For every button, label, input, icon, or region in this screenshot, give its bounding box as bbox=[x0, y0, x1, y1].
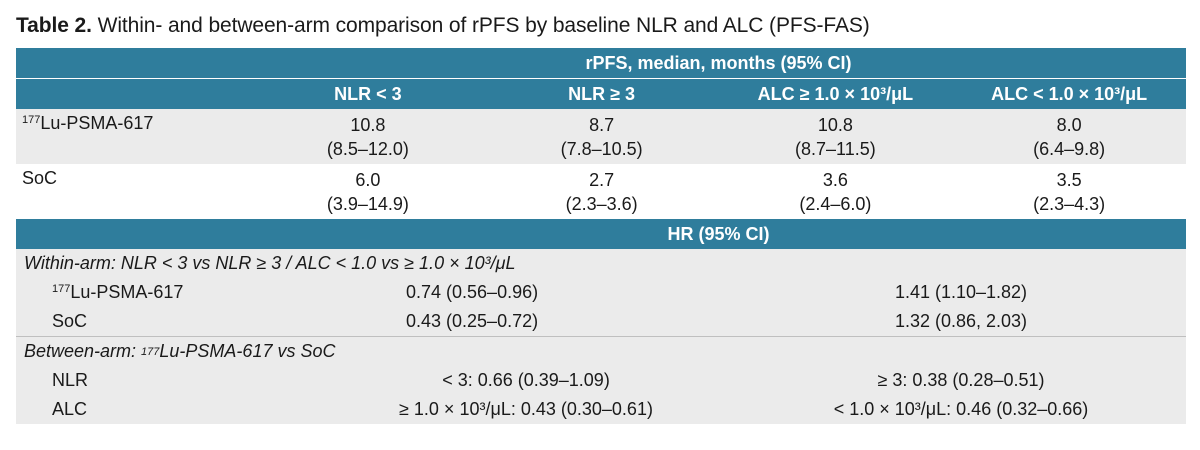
between-arm-section: Between-arm: 177 Lu-PSMA-617 vs SoC NLR <… bbox=[16, 336, 1186, 424]
row-label-soc: SoC bbox=[16, 311, 406, 332]
within-alc-hr: 1.41 (1.10–1.82) bbox=[894, 282, 1028, 302]
median-value: 2.7 bbox=[589, 170, 615, 190]
arm-label: Lu-PSMA-617 bbox=[70, 282, 184, 302]
ci-value: (2.4–6.0) bbox=[799, 194, 872, 214]
hr-group-header-row: HR (95% CI) bbox=[16, 219, 1186, 249]
column-header-alc-lt1: ALC < 1.0 × 10³/μL bbox=[991, 83, 1148, 104]
table-cell: 2.7 (2.3–3.6) bbox=[485, 168, 719, 216]
column-header-nlr-lt3: NLR < 3 bbox=[334, 83, 402, 104]
ci-value: (2.3–3.6) bbox=[565, 194, 638, 214]
table-row: SoC 0.43 (0.25–0.72) 1.32 (0.86, 2.03) bbox=[16, 307, 1186, 336]
table-row: SoC 6.0 (3.9–14.9) 2.7 (2.3–3.6) 3.6 (2.4–6… bbox=[16, 164, 1186, 219]
table-row: 177Lu-PSMA-617 0.74 (0.56–0.96) 1.41 (1.… bbox=[16, 278, 1186, 307]
table-row: NLR < 3: 0.66 (0.39–1.09) ≥ 3: 0.38 (0.2… bbox=[16, 366, 1186, 395]
between-nlr-left: < 3: 0.66 (0.39–1.09) bbox=[442, 370, 610, 390]
median-value: 10.8 bbox=[817, 115, 853, 135]
ci-value: (6.4–9.8) bbox=[1033, 139, 1106, 159]
arm-label: SoC bbox=[52, 311, 88, 331]
isotope-superscript: 177 bbox=[141, 345, 160, 358]
median-value: 10.8 bbox=[350, 115, 386, 135]
hr-group-header: HR (95% CI) bbox=[667, 223, 770, 244]
table-cell: 8.0 (6.4–9.8) bbox=[952, 113, 1186, 161]
row-label-alc: ALC bbox=[52, 399, 88, 419]
within-nlr-hr: 0.74 (0.56–0.96) bbox=[406, 282, 539, 302]
row-label-lu-psma: 177Lu-PSMA-617 bbox=[16, 113, 251, 134]
ci-value: (2.3–4.3) bbox=[1033, 194, 1106, 214]
median-value: 3.6 bbox=[822, 170, 848, 190]
row-label-nlr: NLR bbox=[52, 370, 89, 390]
between-nlr-right: ≥ 3: 0.38 (0.28–0.51) bbox=[877, 370, 1045, 390]
table-row: ALC ≥ 1.0 × 10³/μL: 0.43 (0.30–0.61) < 1… bbox=[16, 395, 1186, 424]
table-cell: 10.8 (8.7–11.5) bbox=[719, 113, 953, 161]
between-alc-right: < 1.0 × 10³/μL: 0.46 (0.32–0.66) bbox=[833, 399, 1089, 419]
arm-label: SoC bbox=[22, 168, 58, 188]
ci-value: (8.5–12.0) bbox=[326, 139, 409, 159]
row-label-soc: SoC bbox=[16, 168, 251, 189]
median-value: 3.5 bbox=[1056, 170, 1082, 190]
between-title-prefix: Between-arm: bbox=[24, 341, 142, 361]
ci-value: (3.9–14.9) bbox=[326, 194, 409, 214]
rpfs-group-header-row: rPFS, median, months (95% CI) bbox=[16, 48, 1186, 78]
between-alc-left: ≥ 1.0 × 10³/μL: 0.43 (0.30–0.61) bbox=[399, 399, 653, 419]
caption-text: Within- and between-arm comparison of rP… bbox=[97, 14, 870, 37]
within-arm-title: Within-arm: NLR < 3 vs NLR ≥ 3 / ALC < 1… bbox=[24, 253, 516, 273]
rpfs-column-header-row: NLR < 3 NLR ≥ 3 ALC ≥ 1.0 × 10³/μL ALC <… bbox=[16, 78, 1186, 109]
row-label-lu-psma: 177Lu-PSMA-617 bbox=[16, 282, 406, 303]
median-value: 8.0 bbox=[1056, 115, 1082, 135]
median-value: 8.7 bbox=[589, 115, 615, 135]
table-caption: Table 2. Within- and between-arm compari… bbox=[16, 14, 870, 38]
ci-value: (8.7–11.5) bbox=[795, 139, 876, 159]
table-row: 177Lu-PSMA-617 10.8 (8.5–12.0) 8.7 (7.8–10… bbox=[16, 109, 1186, 164]
isotope-superscript: 177 bbox=[22, 114, 41, 126]
caption-label: Table 2. bbox=[16, 14, 92, 37]
table-cell: 3.6 (2.4–6.0) bbox=[719, 168, 953, 216]
column-header-nlr-ge3: NLR ≥ 3 bbox=[568, 83, 636, 104]
between-title-suffix: Lu-PSMA-617 vs SoC bbox=[159, 341, 336, 361]
isotope-superscript: 177 bbox=[52, 283, 71, 295]
table-cell: 3.5 (2.3–4.3) bbox=[952, 168, 1186, 216]
rpfs-group-header: rPFS, median, months (95% CI) bbox=[585, 52, 852, 73]
ci-value: (7.8–10.5) bbox=[560, 139, 643, 159]
between-arm-title: Between-arm: 177 Lu-PSMA-617 vs SoC bbox=[16, 337, 1186, 366]
results-table: rPFS, median, months (95% CI) NLR < 3 NL… bbox=[16, 48, 1186, 424]
within-nlr-hr: 0.43 (0.25–0.72) bbox=[406, 311, 539, 331]
arm-label: Lu-PSMA-617 bbox=[40, 113, 154, 133]
table-cell: 6.0 (3.9–14.9) bbox=[251, 168, 485, 216]
column-header-alc-ge1: ALC ≥ 1.0 × 10³/μL bbox=[757, 83, 914, 104]
within-alc-hr: 1.32 (0.86, 2.03) bbox=[894, 311, 1028, 331]
table-cell: 10.8 (8.5–12.0) bbox=[251, 113, 485, 161]
median-value: 6.0 bbox=[355, 170, 381, 190]
within-arm-section: Within-arm: NLR < 3 vs NLR ≥ 3 / ALC < 1… bbox=[16, 249, 1186, 336]
table-cell: 8.7 (7.8–10.5) bbox=[485, 113, 719, 161]
